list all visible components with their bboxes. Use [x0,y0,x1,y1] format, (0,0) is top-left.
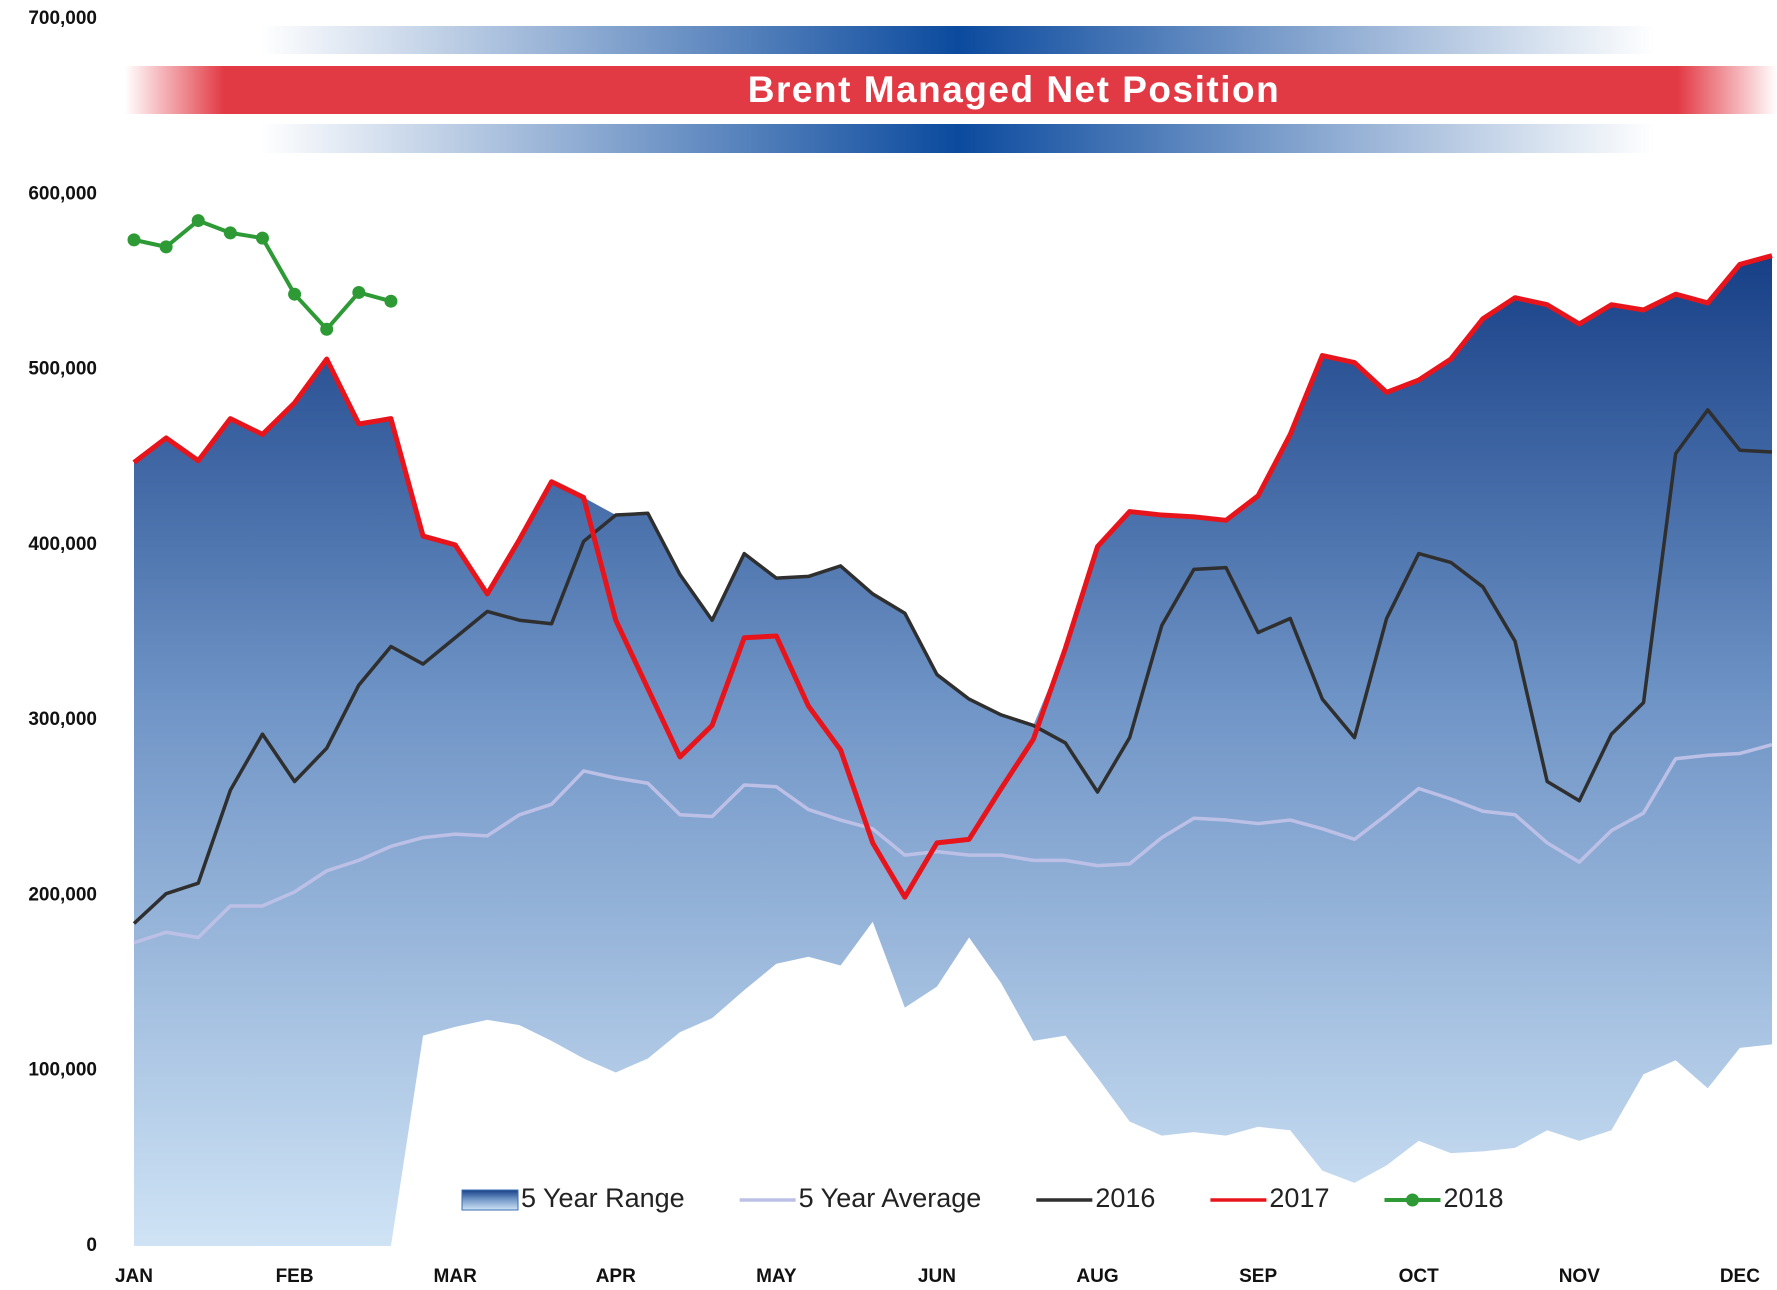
series-marker [127,233,141,247]
series-marker [384,294,398,308]
legend-label: 2017 [1269,1183,1329,1213]
y-tick-label: 0 [86,1235,97,1256]
y-tick-label: 300,000 [28,709,97,730]
y-tick-label: 600,000 [28,183,97,204]
x-tick-label: DEC [1720,1266,1760,1287]
series-line [133,742,1773,945]
banner-bar [260,124,1655,153]
legend-label: 2018 [1443,1183,1503,1213]
x-tick-label: AUG [1076,1266,1118,1287]
range-area [134,255,1772,1246]
series-line [132,408,1773,925]
legend-marker [1405,1193,1419,1207]
legend-label: 2016 [1095,1183,1155,1213]
series-marker [352,285,366,299]
x-tick-label: OCT [1399,1266,1440,1287]
y-tick-label: 400,000 [28,534,97,555]
series-marker [320,322,334,336]
series-marker [159,240,173,254]
series-marker [191,214,205,228]
x-tick-label: JAN [115,1266,153,1287]
series-marker [255,231,269,245]
chart-title: Brent Managed Net Position [748,69,1280,110]
legend-swatch [461,1189,519,1211]
x-tick-label: MAY [756,1266,797,1287]
y-tick-label: 700,000 [28,8,97,29]
series-marker [223,226,237,240]
x-tick-label: NOV [1559,1266,1601,1287]
series-line [132,253,1773,900]
y-tick-label: 100,000 [28,1060,97,1081]
y-tick-label: 200,000 [28,884,97,905]
title-banner [125,66,1777,114]
series-marker [288,287,302,301]
x-tick-label: APR [596,1266,636,1287]
x-tick-label: FEB [276,1266,314,1287]
x-tick-label: JUN [918,1266,956,1287]
legend-label: 5 Year Range [521,1183,685,1213]
y-tick-label: 500,000 [28,359,97,380]
banner-bar [260,26,1655,54]
legend-label: 5 Year Average [799,1183,982,1213]
x-tick-label: SEP [1239,1266,1277,1287]
x-tick-label: MAR [434,1266,478,1287]
